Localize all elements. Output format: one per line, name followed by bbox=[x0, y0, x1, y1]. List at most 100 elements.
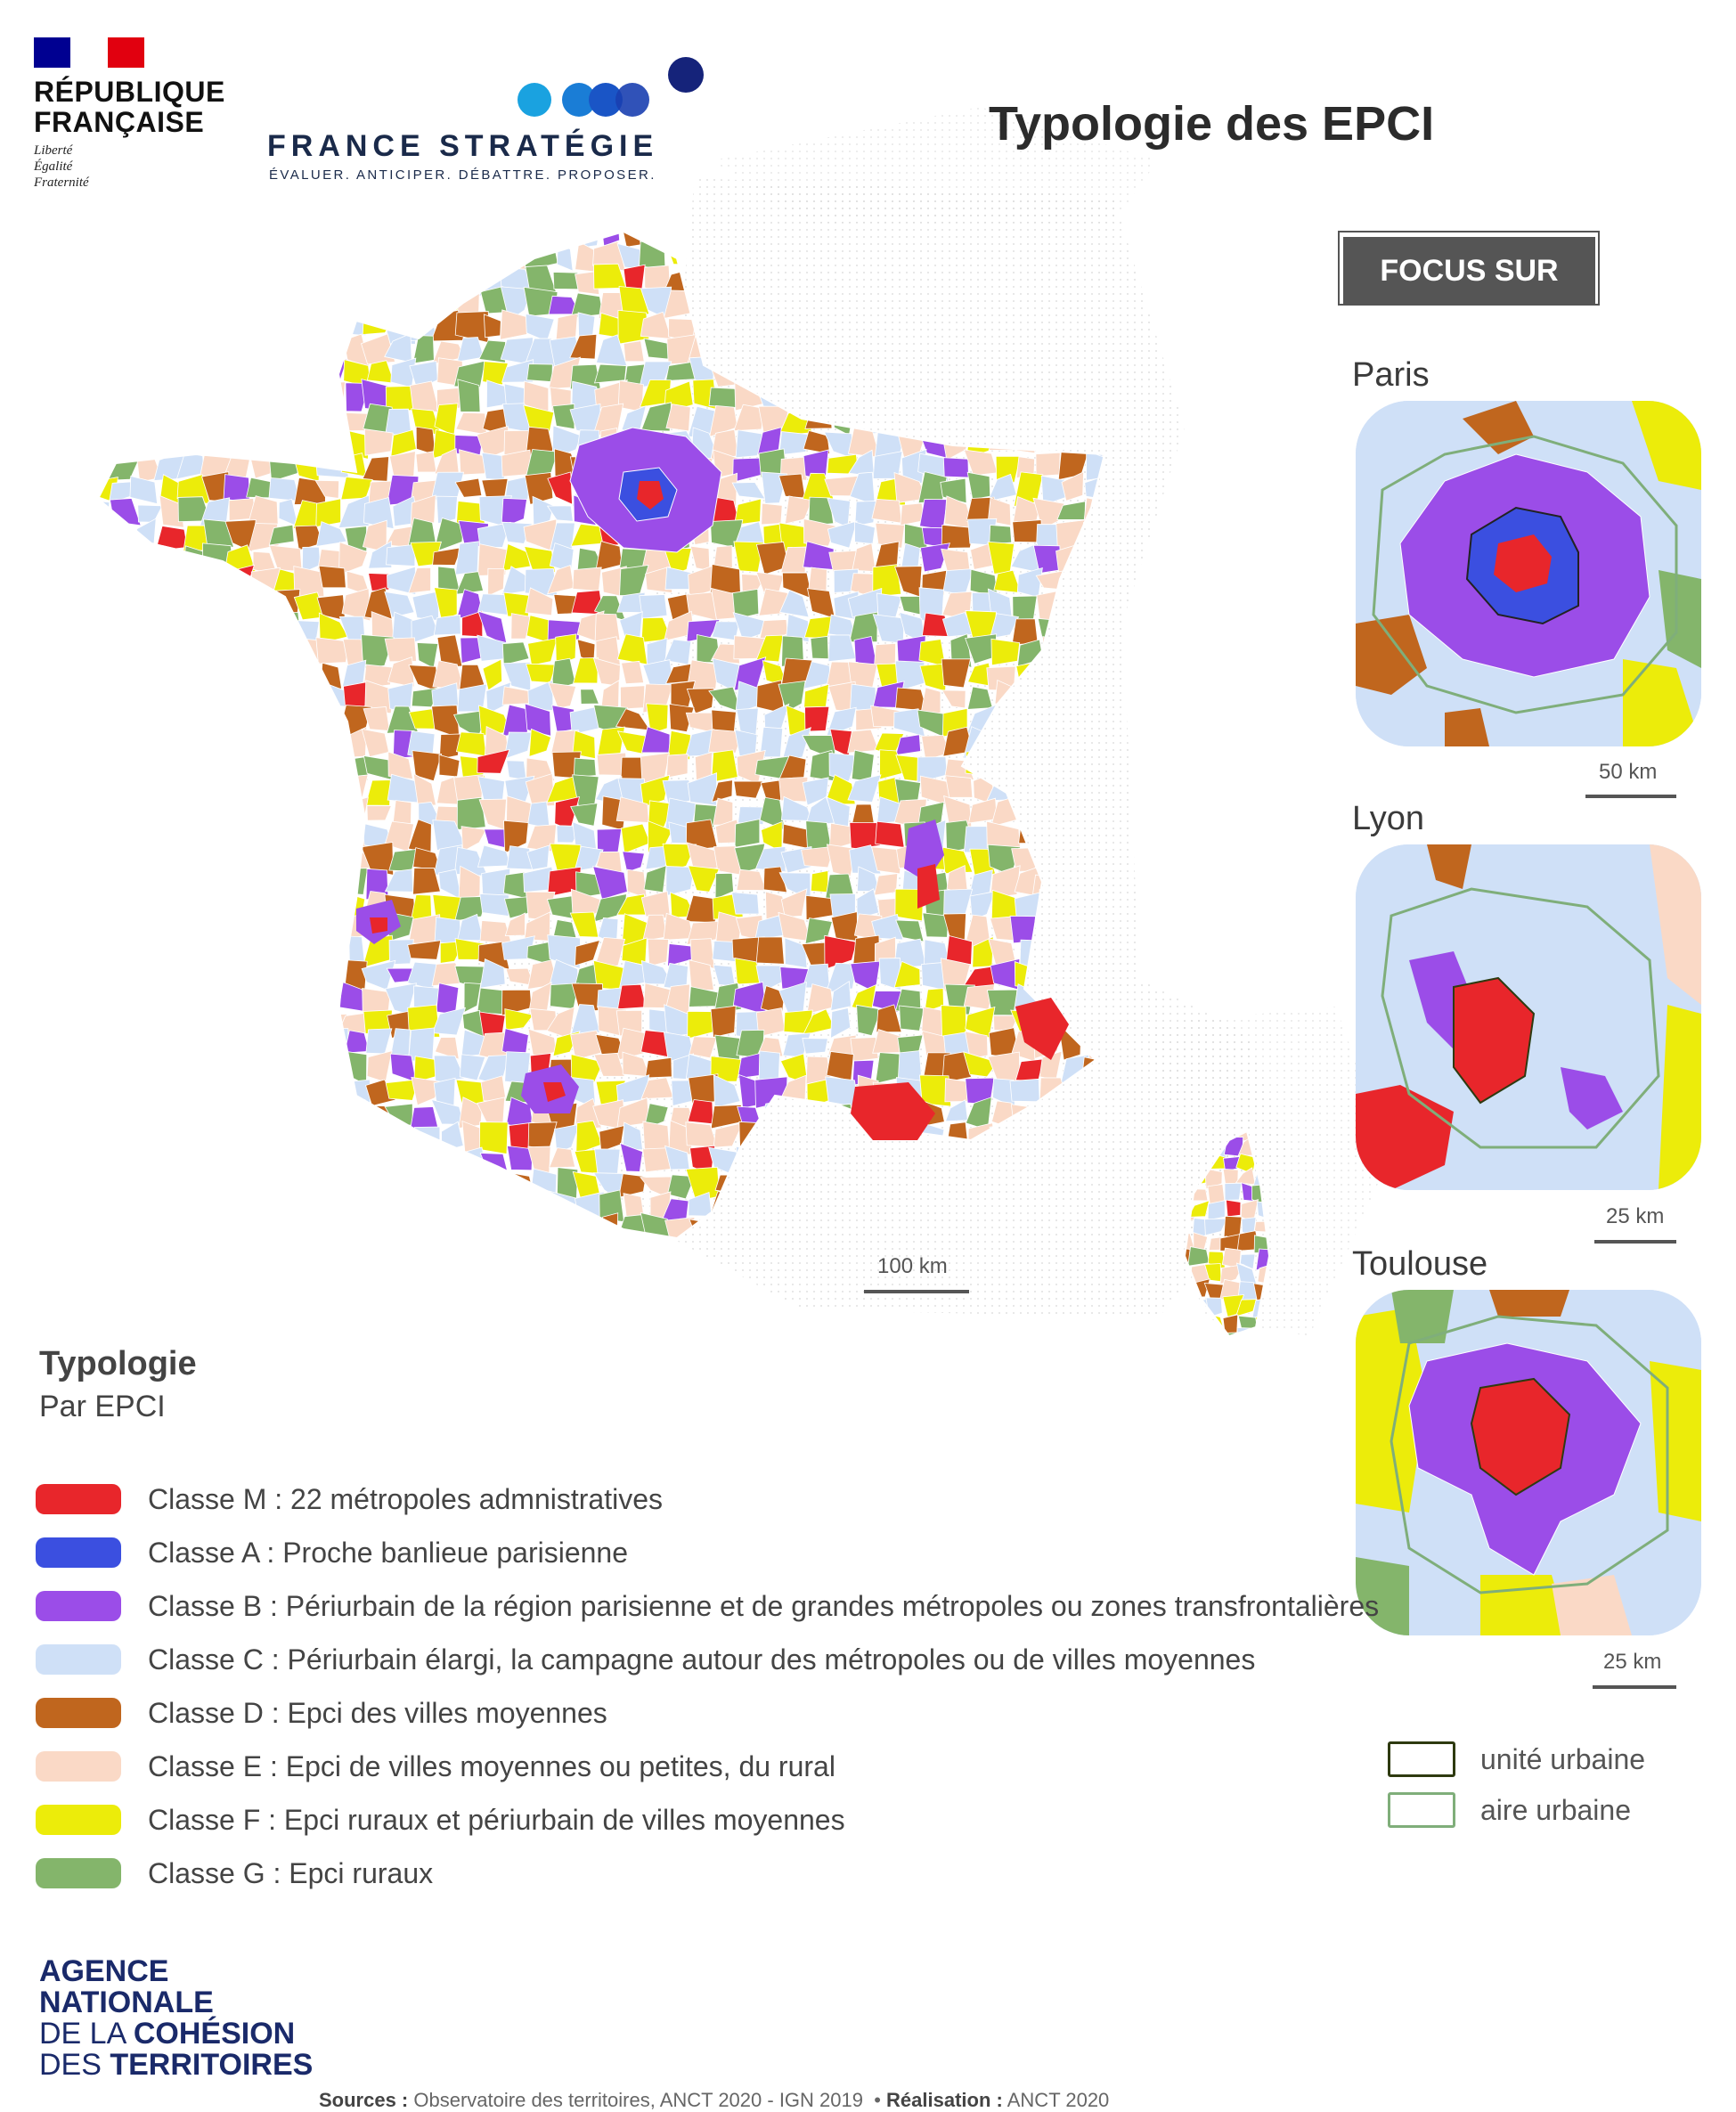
inset-scale-toulouse: 25 km bbox=[1603, 1650, 1662, 1674]
epci-region bbox=[134, 891, 161, 917]
epci-region bbox=[876, 1004, 902, 1033]
epci-region bbox=[1033, 940, 1063, 966]
epci-region bbox=[804, 404, 833, 429]
epci-region bbox=[223, 263, 249, 296]
epci-region bbox=[223, 935, 254, 967]
epci-region bbox=[689, 1219, 717, 1237]
epci-region bbox=[778, 473, 806, 499]
epci-region bbox=[806, 983, 834, 1015]
epci-region bbox=[158, 289, 186, 322]
epci-region bbox=[1055, 519, 1086, 551]
epci-region bbox=[985, 290, 1020, 314]
epci-region bbox=[154, 597, 186, 623]
epci-region bbox=[338, 542, 369, 576]
epci-region bbox=[200, 288, 233, 319]
epci-region bbox=[200, 825, 231, 846]
epci-region bbox=[478, 1189, 505, 1221]
epci-region bbox=[226, 232, 254, 249]
epci-region bbox=[525, 587, 554, 616]
epci-region bbox=[1185, 1247, 1191, 1271]
epci-region bbox=[365, 1120, 392, 1151]
epci-region bbox=[947, 232, 974, 250]
epci-region bbox=[970, 1169, 995, 1201]
epci-region bbox=[895, 734, 922, 756]
epci-region bbox=[506, 795, 532, 830]
epci-region bbox=[1103, 386, 1104, 410]
motto-egalite: Égalité bbox=[34, 159, 73, 174]
epci-region bbox=[917, 310, 947, 338]
epci-region bbox=[1105, 1242, 1135, 1265]
epci-region bbox=[131, 1240, 159, 1264]
epci-region bbox=[802, 1038, 828, 1055]
epci-region bbox=[347, 1099, 372, 1126]
epci-region bbox=[153, 337, 180, 363]
epci-region bbox=[295, 942, 322, 966]
epci-region bbox=[503, 731, 533, 760]
epci-region bbox=[247, 1012, 281, 1039]
epci-region bbox=[200, 244, 232, 265]
epci-region bbox=[970, 404, 992, 437]
epci-region bbox=[573, 757, 597, 778]
legend-code-a: Classe A bbox=[148, 1536, 259, 1569]
epci-region bbox=[735, 1146, 763, 1173]
epci-region bbox=[138, 1029, 165, 1057]
epci-region bbox=[247, 1146, 278, 1174]
epci-region bbox=[917, 332, 951, 363]
epci-region bbox=[594, 613, 621, 643]
epci-region bbox=[1080, 405, 1104, 432]
epci-region bbox=[110, 982, 140, 1015]
motto-liberte: Liberté bbox=[34, 143, 73, 158]
epci-region bbox=[319, 1190, 350, 1218]
epci-region bbox=[136, 313, 159, 338]
epci-region bbox=[438, 733, 461, 760]
epci-region bbox=[668, 1240, 697, 1269]
epci-region bbox=[802, 241, 835, 273]
legend-code-e: Classe E bbox=[148, 1749, 263, 1782]
epci-region bbox=[1057, 914, 1087, 940]
epci-region bbox=[108, 614, 134, 646]
epci-region bbox=[897, 232, 924, 248]
epci-region bbox=[457, 379, 481, 412]
epci-region bbox=[852, 1169, 882, 1196]
epci-region bbox=[618, 286, 650, 320]
epci-region bbox=[183, 1239, 200, 1270]
epci-region bbox=[176, 1098, 209, 1126]
epci-region bbox=[106, 425, 141, 450]
epci-region bbox=[1039, 265, 1062, 297]
epci-region bbox=[506, 760, 527, 781]
epci-region bbox=[457, 264, 488, 290]
epci-region bbox=[138, 681, 164, 711]
epci-region bbox=[708, 266, 740, 297]
epci-region bbox=[1235, 1299, 1258, 1317]
legend-label-d: Epci des villes moyennes bbox=[287, 1696, 607, 1729]
epci-region bbox=[389, 246, 420, 269]
epci-region bbox=[1039, 287, 1062, 318]
main-map-scale-label: 100 km bbox=[877, 1254, 948, 1278]
epci-region bbox=[228, 564, 255, 593]
epci-region bbox=[948, 263, 970, 295]
epci-region bbox=[321, 338, 345, 364]
epci-region bbox=[1112, 936, 1136, 968]
epci-region bbox=[807, 358, 835, 386]
epci-region bbox=[317, 868, 348, 893]
epci-region bbox=[594, 1148, 621, 1177]
epci-region bbox=[155, 1236, 185, 1238]
epci-region bbox=[739, 247, 767, 266]
epci-region bbox=[639, 594, 668, 619]
epci-region bbox=[1015, 1121, 1041, 1152]
epci-region bbox=[708, 232, 736, 249]
epci-region bbox=[436, 1213, 461, 1238]
epci-region bbox=[1103, 844, 1104, 872]
epci-region bbox=[925, 379, 949, 407]
epci-region bbox=[689, 291, 721, 321]
epci-region bbox=[227, 426, 257, 459]
epci-region bbox=[737, 1191, 767, 1225]
epci-region bbox=[270, 824, 297, 847]
epci-region bbox=[807, 378, 835, 413]
epci-region bbox=[849, 1146, 880, 1178]
focus-label: FOCUS SUR bbox=[1343, 237, 1595, 305]
epci-region bbox=[232, 1171, 254, 1200]
epci-region bbox=[479, 893, 509, 917]
epci-region bbox=[963, 1146, 992, 1176]
epci-region bbox=[250, 567, 281, 598]
